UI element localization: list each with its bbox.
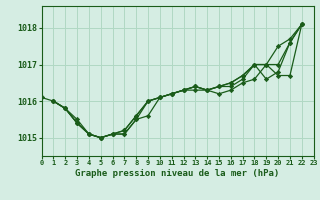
X-axis label: Graphe pression niveau de la mer (hPa): Graphe pression niveau de la mer (hPa) [76, 169, 280, 178]
